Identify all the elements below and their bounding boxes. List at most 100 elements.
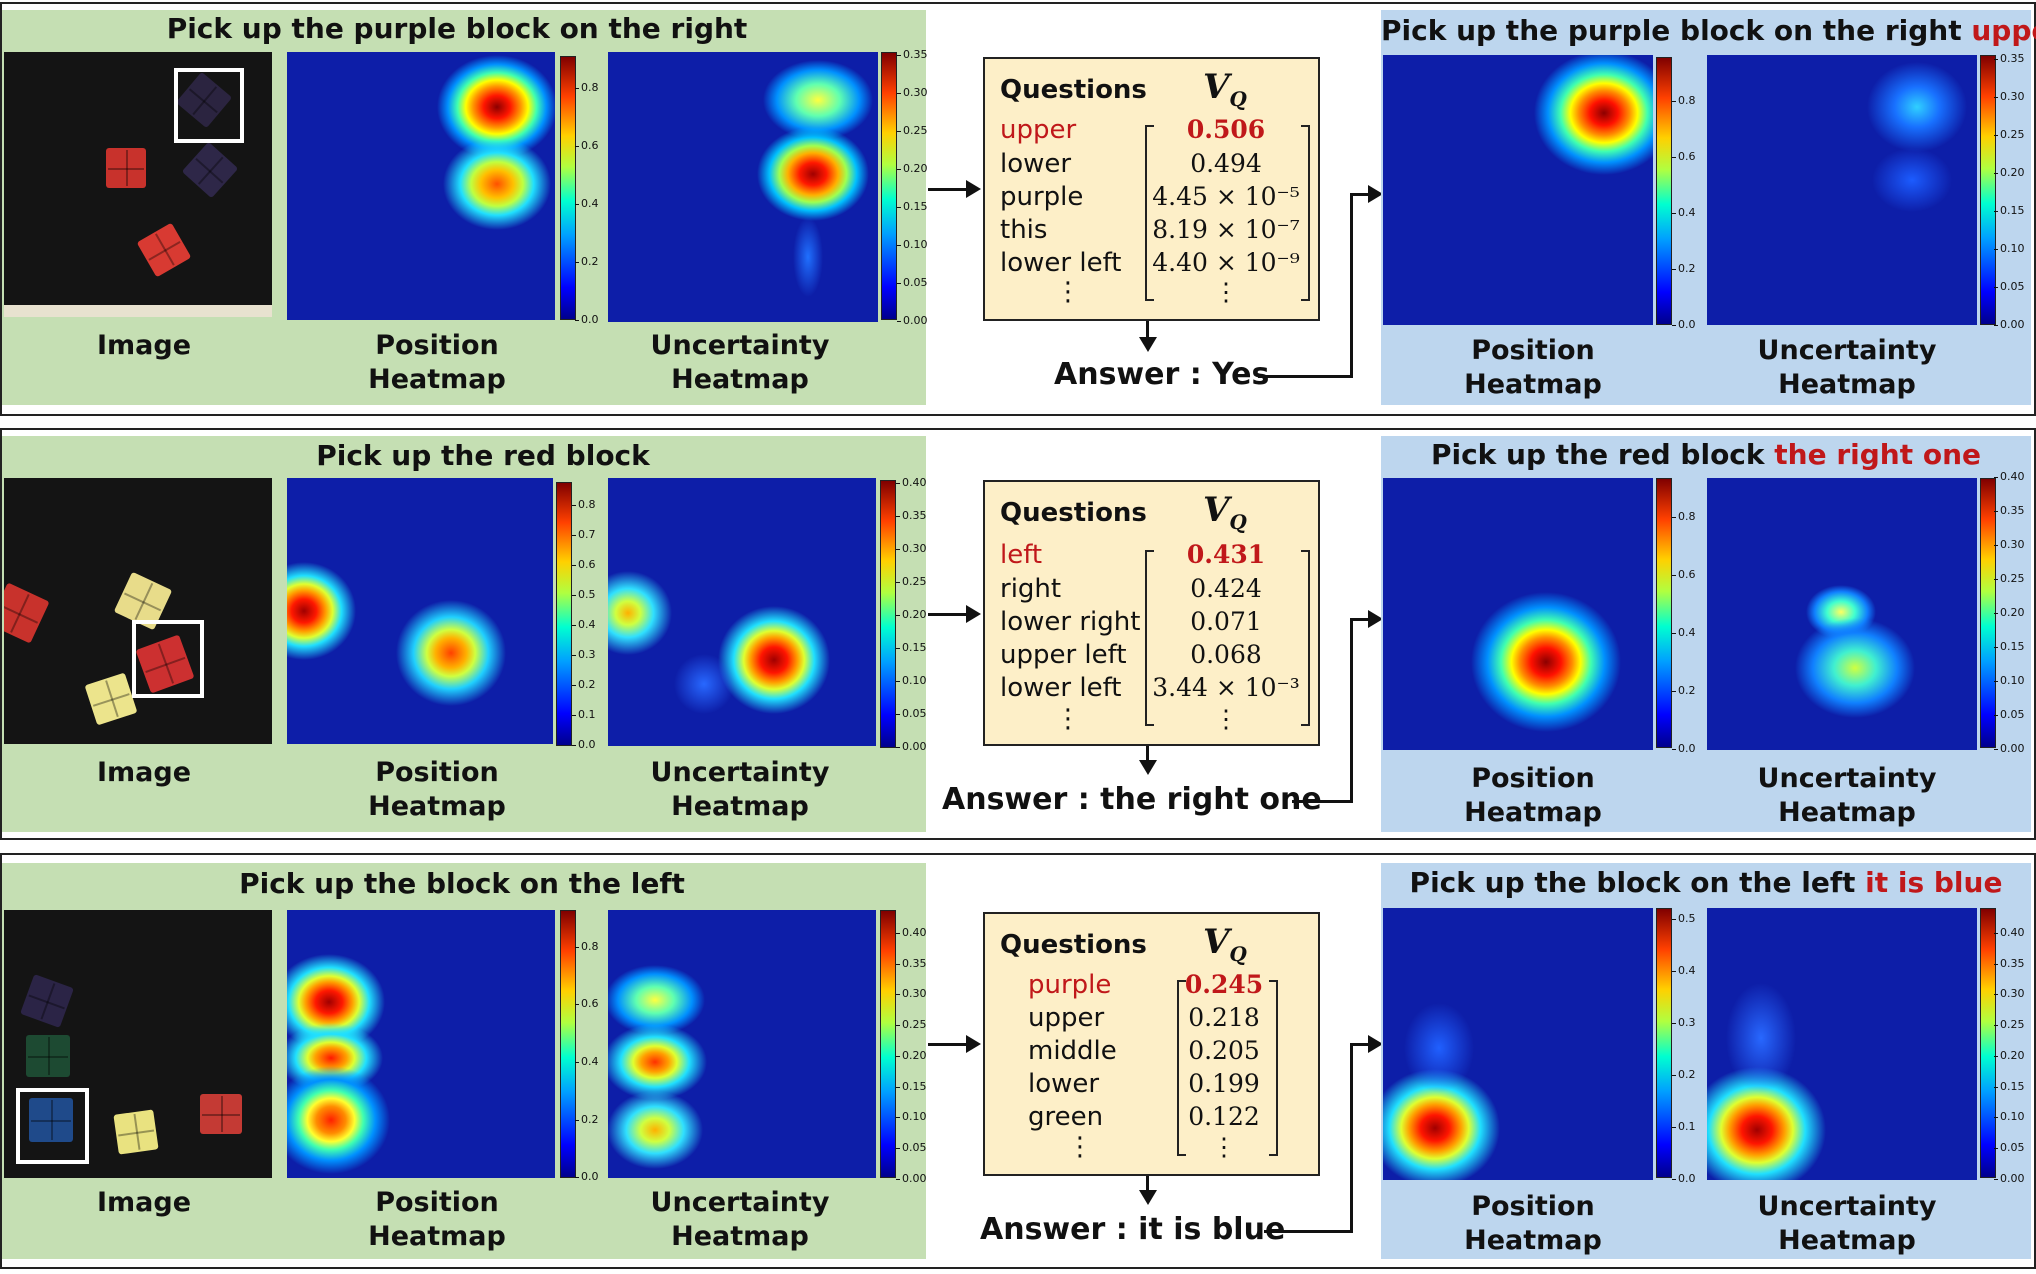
scene-image <box>4 52 272 317</box>
more-values: ⋮ <box>1213 704 1239 733</box>
tick-label: 0.2 <box>575 1113 599 1126</box>
more-values: ⋮ <box>1213 277 1239 306</box>
tick-label: 0.5 <box>572 588 596 601</box>
tick-label: 0.15 <box>1994 204 2025 217</box>
image-label: Image <box>96 330 192 361</box>
scene-image <box>4 478 272 744</box>
question-item: green <box>1028 1102 1104 1132</box>
yellow-block <box>113 1109 159 1155</box>
heat-peak <box>1471 592 1621 732</box>
question-item: upper <box>1028 1003 1105 1033</box>
arrow-shaft <box>1146 746 1149 762</box>
label-line: Uncertainty <box>1757 763 1937 794</box>
scene-image <box>4 910 272 1178</box>
arrow-shaft <box>1146 321 1149 339</box>
tick-label: 0.20 <box>896 1049 927 1062</box>
colorbar <box>556 482 572 746</box>
arrow-head <box>1139 337 1157 352</box>
tick-label: 0.0 <box>1672 742 1696 755</box>
tick-label: 0.35 <box>1994 52 2025 65</box>
heat-peak <box>1534 55 1653 175</box>
tick-label: 0.6 <box>575 139 599 152</box>
refined-position-heatmap <box>1383 478 1653 750</box>
tick-label: 0.35 <box>1994 504 2025 517</box>
heat-peak <box>757 127 869 221</box>
question-item: this <box>1000 215 1048 245</box>
tick-label: 0.35 <box>896 509 927 522</box>
heat-peak <box>443 138 551 230</box>
tick-label: 0.30 <box>896 542 927 555</box>
colorbar <box>880 910 896 1178</box>
tick-label: 0.30 <box>1994 538 2025 551</box>
arrow-shaft <box>928 188 968 191</box>
tick-label: 0.05 <box>896 707 927 720</box>
arrow-head <box>1368 1035 1383 1053</box>
answer-text: Answer : the right one <box>942 782 1322 817</box>
vq-header: VQ <box>1203 67 1247 111</box>
more-items: ⋮ <box>1055 277 1081 307</box>
tick-label: 0.10 <box>897 238 928 251</box>
blue-block-target <box>29 1098 73 1142</box>
arrow-shaft <box>928 613 968 616</box>
refined-uncertainty-label: Uncertainty Heatmap <box>1702 334 1992 402</box>
label-line: Heatmap <box>1778 797 1916 828</box>
heat-peak <box>287 562 356 660</box>
tick-label: 0.40 <box>1994 470 2025 483</box>
tick-label: 0.2 <box>1672 262 1696 275</box>
label-line: Uncertainty <box>650 1187 830 1218</box>
colorbar <box>1656 57 1672 325</box>
label-line: Heatmap <box>671 364 809 395</box>
right-bracket <box>1301 550 1310 726</box>
connector-line <box>1264 1230 1353 1233</box>
tick-label: 0.20 <box>1994 166 2025 179</box>
question-value: 0.494 <box>1190 149 1262 178</box>
question-item: lower right <box>1000 607 1141 637</box>
heat-peak <box>608 1091 703 1169</box>
connector-line <box>1350 193 1353 378</box>
tick-label: 0.0 <box>572 738 596 751</box>
tick-label: 0.35 <box>1994 957 2025 970</box>
arrow-shaft <box>1146 1176 1149 1192</box>
tick-label: 0.1 <box>572 708 596 721</box>
tick-label: 0.20 <box>1994 1049 2025 1062</box>
instruction-title: Pick up the purple block on the right <box>166 12 748 45</box>
tick-label: 0.4 <box>1672 206 1696 219</box>
question-value: 4.40 × 10⁻⁹ <box>1152 248 1300 277</box>
question-value: 0.068 <box>1190 640 1262 669</box>
refined-instruction-text: Pick up the purple block on the right <box>1381 14 1962 47</box>
refined-position-label: Position Heatmap <box>1383 1190 1683 1258</box>
yellow-block-lower <box>84 672 138 726</box>
connector-line <box>1350 618 1370 621</box>
tick-label: 0.40 <box>896 926 927 939</box>
tick-label: 0.25 <box>1994 1018 2025 1031</box>
label-line: Position <box>1471 763 1595 794</box>
colorbar <box>560 56 576 320</box>
heat-peak <box>608 965 705 1035</box>
tick-label: 0.00 <box>1994 742 2025 755</box>
refined-uncertainty-label: Uncertainty Heatmap <box>1702 762 1992 830</box>
tick-label: 0.8 <box>572 498 596 511</box>
connector-line <box>1292 800 1353 803</box>
uncertainty-heatmap <box>608 52 878 322</box>
refined-uncertainty-heatmap <box>1707 55 1977 325</box>
tick-label: 0.2 <box>1672 1068 1696 1081</box>
question-values-box: Questions VQ left right lower right uppe… <box>983 480 1320 746</box>
label-line: Heatmap <box>1464 1225 1602 1256</box>
added-clarification: it is blue <box>1865 866 2003 899</box>
tick-label: 0.30 <box>896 987 927 1000</box>
questions-header: Questions <box>1000 75 1147 105</box>
tick-label: 0.8 <box>575 940 599 953</box>
question-item: purple <box>1028 970 1112 1000</box>
refined-position-heatmap <box>1383 55 1653 325</box>
question-item: purple <box>1000 182 1084 212</box>
tick-label: 0.0 <box>1672 318 1696 331</box>
more-items: ⋮ <box>1055 704 1081 734</box>
question-value: 0.122 <box>1188 1102 1260 1131</box>
arrow-shaft <box>928 1043 968 1046</box>
tick-label: 0.4 <box>575 197 599 210</box>
image-label: Image <box>96 757 192 788</box>
vq-subscript: Q <box>1229 941 1247 966</box>
position-heatmap <box>287 478 553 744</box>
tick-label: 0.40 <box>896 476 927 489</box>
tick-label: 0.6 <box>572 558 596 571</box>
